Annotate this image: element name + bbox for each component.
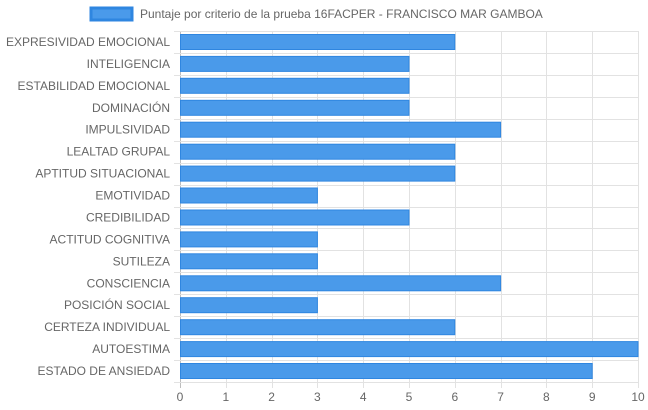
bar: [180, 319, 456, 336]
bar: [180, 231, 318, 248]
x-tick-label: 9: [589, 390, 596, 404]
y-axis-labels: EXPRESIVIDAD EMOCIONAL INTELIGENCIA ESTABI…: [6, 35, 170, 378]
x-tick-label: 1: [222, 390, 229, 404]
legend-swatch: [89, 6, 134, 22]
x-tick-label: 6: [451, 390, 458, 404]
y-tick-label: CERTEZA INDIVIDUAL: [44, 320, 170, 334]
legend[interactable]: Puntaje por criterio de la prueba 16FACP…: [89, 6, 543, 22]
y-tick-label: AUTOESTIMA: [92, 342, 170, 356]
y-tick-label: DOMINACIÓN: [92, 100, 170, 115]
bar: [180, 165, 456, 182]
x-tick-label: 7: [497, 390, 504, 404]
bar: [180, 99, 410, 116]
bars: [180, 34, 639, 379]
x-tick-label: 3: [314, 390, 321, 404]
bar: [180, 77, 410, 94]
y-tick-label: IMPULSIVIDAD: [85, 123, 170, 137]
x-tick-label: 8: [543, 390, 550, 404]
x-tick-label: 2: [268, 390, 275, 404]
x-tick-label: 5: [406, 390, 413, 404]
y-tick-label: INTELIGENCIA: [87, 57, 170, 71]
y-tick-label: ESTADO DE ANSIEDAD: [38, 364, 171, 378]
bar: [180, 363, 593, 379]
x-tick-label: 0: [177, 390, 184, 404]
bar: [180, 34, 456, 50]
y-tick-label: SUTILEZA: [113, 254, 170, 268]
bar: [180, 143, 456, 160]
bar: [180, 55, 410, 72]
bar: [180, 187, 318, 204]
bar: [180, 209, 410, 226]
x-axis-labels: 0 1 2 3 4 5 6 7 8 9 10: [177, 390, 645, 404]
bar: [180, 275, 502, 292]
y-tick-label: APTITUD SITUACIONAL: [35, 167, 170, 181]
y-tick-label: LEALTAD GRUPAL: [67, 145, 171, 159]
y-tick-label: POSICIÓN SOCIAL: [64, 297, 170, 312]
y-tick-label: ACTITUD COGNITIVA: [50, 232, 170, 246]
bar: [180, 121, 502, 138]
bar: [180, 253, 318, 270]
x-tick-label: 10: [631, 390, 645, 404]
y-tick-label: EMOTIVIDAD: [95, 189, 170, 203]
y-tick-label: CONSCIENCIA: [87, 276, 170, 290]
bar: [180, 297, 318, 314]
y-tick-label: EXPRESIVIDAD EMOCIONAL: [6, 35, 170, 49]
legend-label: Puntaje por criterio de la prueba 16FACP…: [140, 7, 543, 21]
x-tick-label: 4: [360, 390, 367, 404]
bar: [180, 341, 639, 358]
y-tick-label: CREDIBILIDAD: [86, 211, 170, 225]
y-tick-label: ESTABILIDAD EMOCIONAL: [18, 79, 171, 93]
